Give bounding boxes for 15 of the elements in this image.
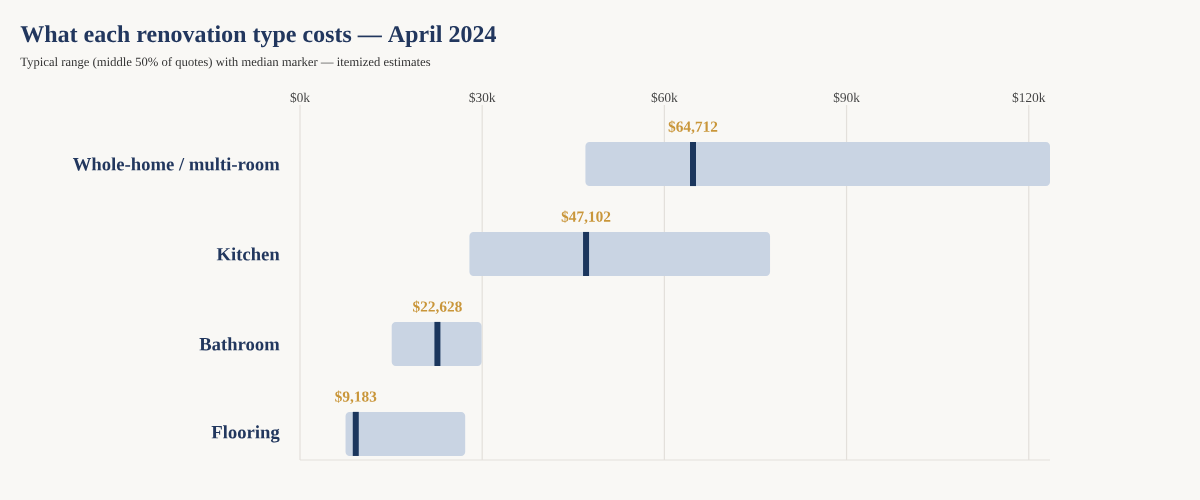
annotation: $9,183: [335, 390, 377, 404]
x-tick-label: $30k: [469, 92, 496, 103]
x-tick-label: $60k: [651, 92, 678, 103]
x-tick-label: $0k: [290, 92, 310, 103]
x-tick-label: $90k: [833, 92, 860, 103]
y-tick-label: Kitchen: [216, 247, 280, 261]
annotation: $47,102: [561, 210, 611, 225]
annotation: $22,628: [413, 300, 462, 314]
y-tick-label: Flooring: [211, 425, 280, 443]
annotation: $64,712: [668, 120, 718, 135]
y-tick-label: Bathroom: [199, 337, 280, 351]
chart-title: What each renovation type costs — April 2024: [20, 25, 497, 48]
y-tick-label: Whole-home / multi-room: [72, 157, 280, 171]
x-tick-label: $120k: [1012, 92, 1046, 103]
chart-subtitle: Typical range (middle 50% of quotes) with median marker — itemized estimates: [20, 57, 431, 69]
